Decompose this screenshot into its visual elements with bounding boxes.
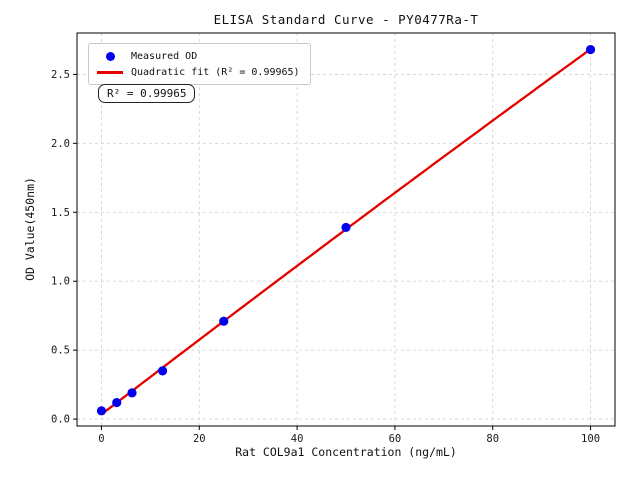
- svg-text:0.5: 0.5: [51, 345, 70, 357]
- svg-text:0.0: 0.0: [51, 414, 70, 426]
- svg-text:40: 40: [291, 433, 304, 445]
- data-point: [219, 316, 229, 326]
- plot-title: ELISA Standard Curve - PY0477Ra-T: [213, 12, 479, 27]
- plot-border: [76, 32, 616, 427]
- legend: Measured OD Quadratic fit (R² = 0.99965): [88, 43, 311, 85]
- data-point: [96, 406, 107, 416]
- data-point: [127, 388, 137, 398]
- legend-dot-icon: [95, 51, 125, 61]
- data-point: [585, 44, 596, 55]
- legend-item-label: Quadratic fit (R² = 0.99965): [131, 66, 300, 78]
- x-axis-label: Rat COL9a1 Concentration (ng/mL): [235, 445, 457, 459]
- svg-text:60: 60: [389, 433, 402, 445]
- svg-text:1.5: 1.5: [51, 207, 70, 219]
- r-squared-annotation: R² = 0.99965: [98, 84, 196, 103]
- scatter-points: [96, 44, 596, 416]
- svg-text:2.0: 2.0: [51, 138, 70, 150]
- data-point: [341, 222, 351, 233]
- data-point: [112, 397, 122, 408]
- svg-text:1.0: 1.0: [51, 276, 70, 288]
- svg-text:100: 100: [581, 433, 600, 445]
- axis-ticks: [73, 73, 592, 430]
- legend-item-quadratic-fit: Quadratic fit (R² = 0.99965): [95, 64, 300, 80]
- legend-item-measured-od: Measured OD: [95, 48, 300, 64]
- tick-labels: 0 20 40 60 80 100 0.0 0.5 1.0 1.5 2.0 2.5: [51, 69, 600, 445]
- svg-text:20: 20: [193, 433, 206, 445]
- legend-item-label: Measured OD: [131, 50, 198, 62]
- svg-text:2.5: 2.5: [51, 69, 70, 81]
- svg-text:80: 80: [486, 433, 499, 445]
- y-axis-label: OD Value(450nm): [23, 177, 37, 281]
- legend-line-icon: [95, 70, 125, 74]
- data-point: [157, 366, 168, 376]
- svg-text:0: 0: [98, 433, 104, 445]
